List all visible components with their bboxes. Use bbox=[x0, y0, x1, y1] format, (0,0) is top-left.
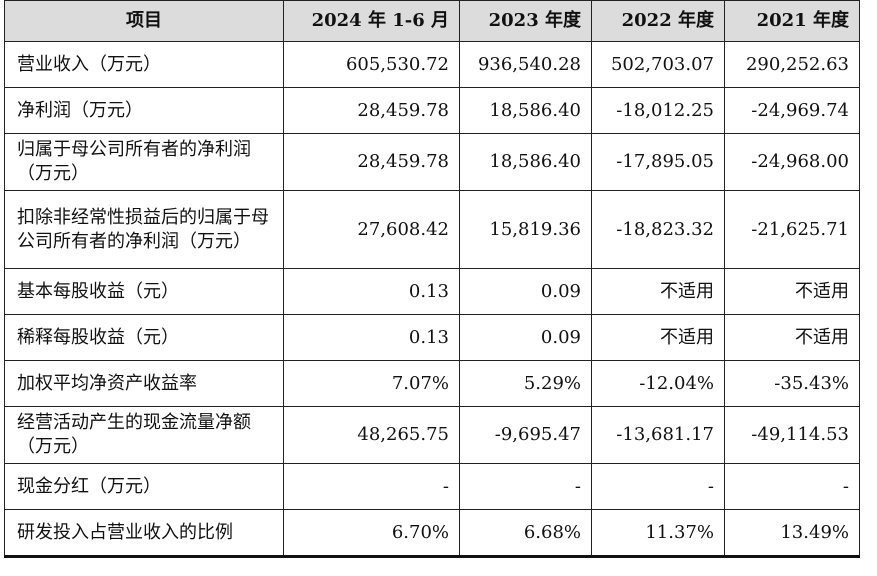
header-2023: 2023 年度 bbox=[459, 0, 592, 42]
cell-value: 936,540.28 bbox=[459, 41, 592, 88]
table-row: 现金分红（万元） - - - - bbox=[4, 463, 860, 510]
table-body: 营业收入（万元） 605,530.72 936,540.28 502,703.0… bbox=[4, 41, 860, 558]
cell-value: 0.13 bbox=[283, 268, 460, 315]
cell-value: 6.70% bbox=[283, 509, 460, 558]
cell-value: 28,459.78 bbox=[283, 87, 460, 134]
cell-value: - bbox=[283, 463, 460, 510]
cell-value: -49,114.53 bbox=[724, 406, 860, 464]
cell-value: -12.04% bbox=[591, 360, 725, 407]
cell-value: 不适用 bbox=[724, 314, 860, 361]
cell-value: -35.43% bbox=[724, 360, 860, 407]
cell-value: 7.07% bbox=[283, 360, 460, 407]
row-label: 研发投入占营业收入的比例 bbox=[4, 509, 284, 558]
cell-value: 15,819.36 bbox=[459, 190, 592, 269]
header-2024-h1: 2024 年 1-6 月 bbox=[283, 0, 460, 42]
row-label: 稀释每股收益（元） bbox=[4, 314, 284, 361]
cell-value: 不适用 bbox=[591, 268, 725, 315]
header-2021: 2021 年度 bbox=[724, 0, 860, 42]
row-label: 现金分红（万元） bbox=[4, 463, 284, 510]
cell-value: 0.09 bbox=[459, 268, 592, 315]
table-row: 研发投入占营业收入的比例 6.70% 6.68% 11.37% 13.49% bbox=[4, 509, 860, 558]
table-row: 净利润（万元） 28,459.78 18,586.40 -18,012.25 -… bbox=[4, 87, 860, 134]
header-row: 项目 2024 年 1-6 月 2023 年度 2022 年度 2021 年度 bbox=[4, 0, 860, 42]
cell-value: -24,968.00 bbox=[724, 133, 860, 191]
row-label: 扣除非经常性损益后的归属于母公司所有者的净利润（万元） bbox=[4, 190, 284, 269]
table-row: 归属于母公司所有者的净利润（万元） 28,459.78 18,586.40 -1… bbox=[4, 133, 860, 191]
table-row: 扣除非经常性损益后的归属于母公司所有者的净利润（万元） 27,608.42 15… bbox=[4, 190, 860, 269]
row-label: 加权平均净资产收益率 bbox=[4, 360, 284, 407]
cell-value: 6.68% bbox=[459, 509, 592, 558]
row-label: 经营活动产生的现金流量净额（万元） bbox=[4, 406, 284, 464]
cell-value: 0.13 bbox=[283, 314, 460, 361]
table-row: 经营活动产生的现金流量净额（万元） 48,265.75 -9,695.47 -1… bbox=[4, 406, 860, 464]
cell-value: 18,586.40 bbox=[459, 87, 592, 134]
row-label: 净利润（万元） bbox=[4, 87, 284, 134]
header-2022: 2022 年度 bbox=[591, 0, 725, 42]
cell-value: 605,530.72 bbox=[283, 41, 460, 88]
cell-value: 0.09 bbox=[459, 314, 592, 361]
cell-value: 5.29% bbox=[459, 360, 592, 407]
cell-value: -24,969.74 bbox=[724, 87, 860, 134]
cell-value: 13.49% bbox=[724, 509, 860, 558]
cell-value: 不适用 bbox=[591, 314, 725, 361]
table-row: 加权平均净资产收益率 7.07% 5.29% -12.04% -35.43% bbox=[4, 360, 860, 407]
row-label: 归属于母公司所有者的净利润（万元） bbox=[4, 133, 284, 191]
row-label: 营业收入（万元） bbox=[4, 41, 284, 88]
cell-value: - bbox=[459, 463, 592, 510]
cell-value: 290,252.63 bbox=[724, 41, 860, 88]
table-row: 基本每股收益（元） 0.13 0.09 不适用 不适用 bbox=[4, 268, 860, 315]
row-label: 基本每股收益（元） bbox=[4, 268, 284, 315]
cell-value: -18,823.32 bbox=[591, 190, 725, 269]
table-header: 项目 2024 年 1-6 月 2023 年度 2022 年度 2021 年度 bbox=[4, 0, 860, 42]
cell-value: 502,703.07 bbox=[591, 41, 725, 88]
cell-value: 28,459.78 bbox=[283, 133, 460, 191]
cell-value: 11.37% bbox=[591, 509, 725, 558]
cell-value: - bbox=[591, 463, 725, 510]
header-item: 项目 bbox=[4, 0, 284, 42]
table-row: 营业收入（万元） 605,530.72 936,540.28 502,703.0… bbox=[4, 41, 860, 88]
table-row: 稀释每股收益（元） 0.13 0.09 不适用 不适用 bbox=[4, 314, 860, 361]
cell-value: -13,681.17 bbox=[591, 406, 725, 464]
cell-value: 不适用 bbox=[724, 268, 860, 315]
cell-value: - bbox=[724, 463, 860, 510]
cell-value: -21,625.71 bbox=[724, 190, 860, 269]
cell-value: -18,012.25 bbox=[591, 87, 725, 134]
cell-value: 18,586.40 bbox=[459, 133, 592, 191]
financial-indicators-table: 项目 2024 年 1-6 月 2023 年度 2022 年度 2021 年度 … bbox=[4, 0, 860, 558]
cell-value: -9,695.47 bbox=[459, 406, 592, 464]
cell-value: 48,265.75 bbox=[283, 406, 460, 464]
cell-value: 27,608.42 bbox=[283, 190, 460, 269]
cell-value: -17,895.05 bbox=[591, 133, 725, 191]
